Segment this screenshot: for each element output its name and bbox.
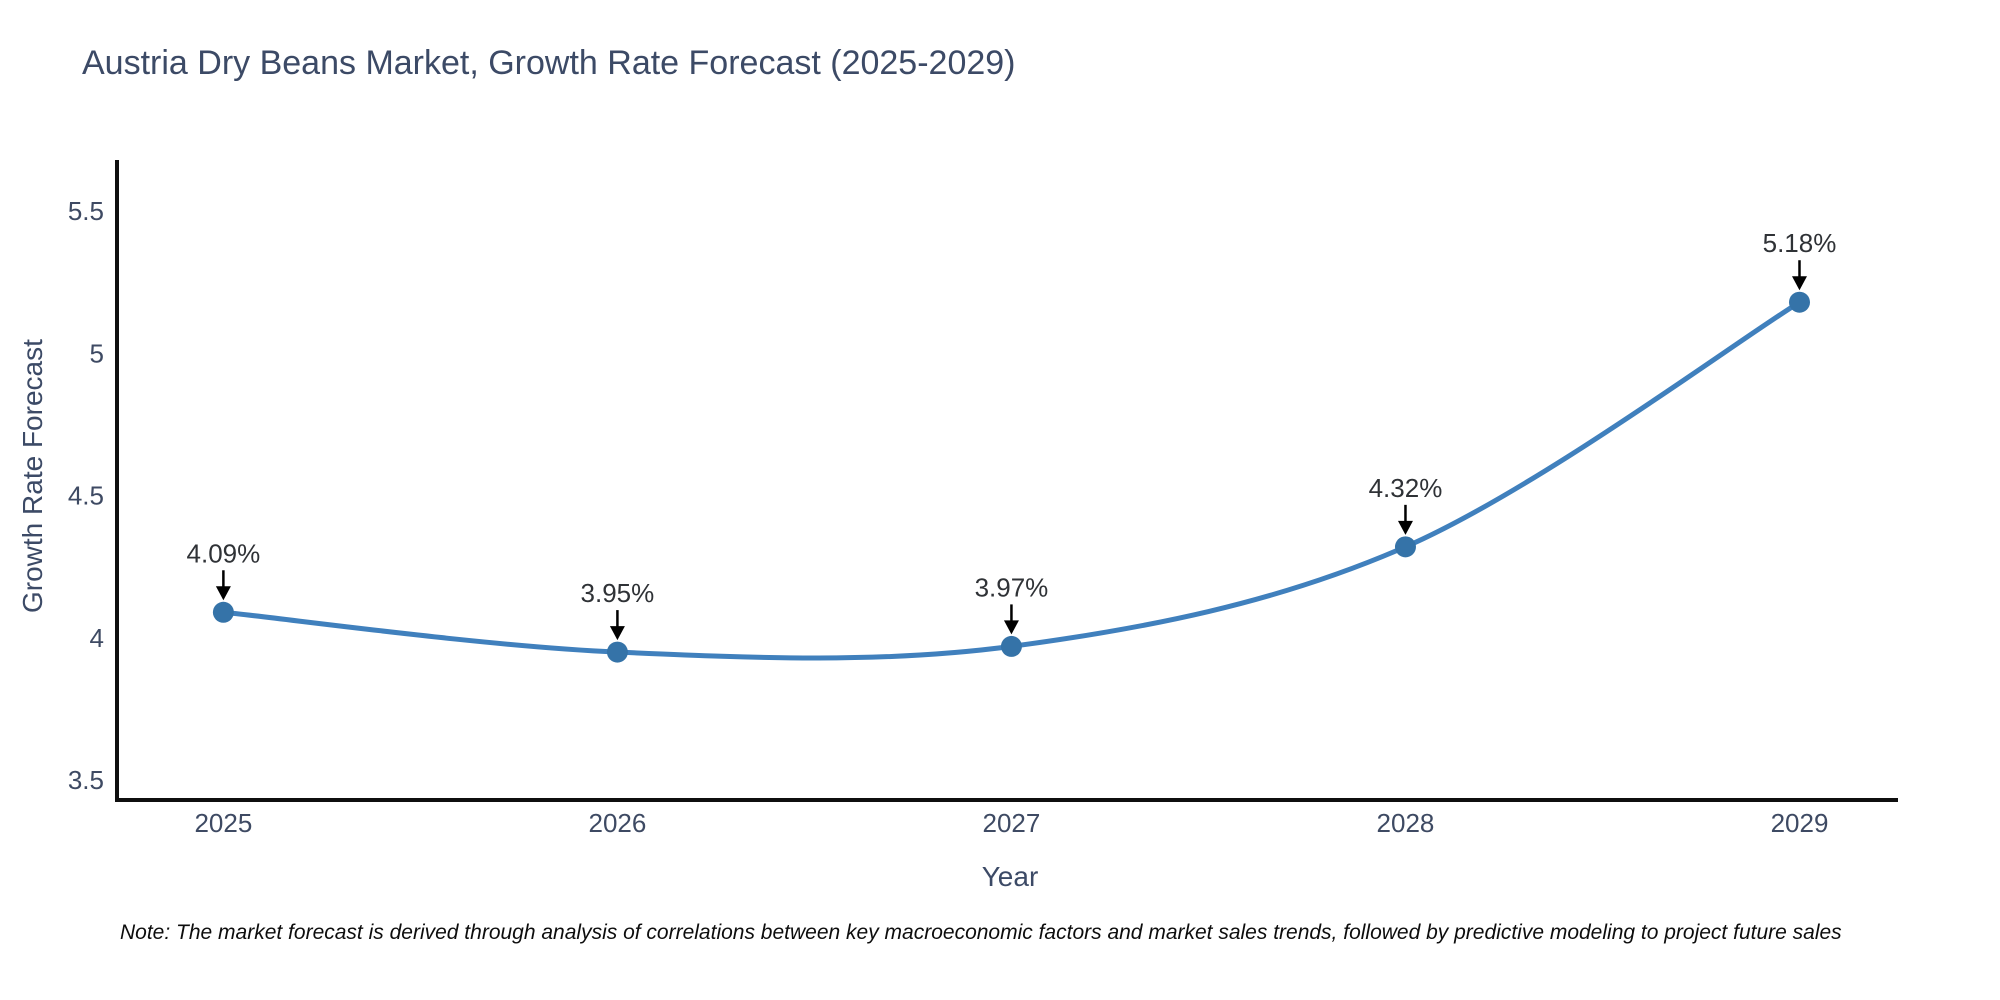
annotation-arrow-head [215,586,231,601]
data-point-marker [1000,635,1022,657]
point-value-label: 3.95% [581,578,655,608]
y-tick-label: 3.5 [68,765,104,795]
x-tick-label: 2028 [1377,808,1435,838]
y-tick-label: 4 [90,623,104,653]
footnote: Note: The market forecast is derived thr… [120,921,1842,944]
x-tick-label: 2025 [194,808,252,838]
data-point-marker [1394,536,1416,558]
annotation-arrow-head [1003,620,1019,635]
x-tick-label: 2026 [588,808,646,838]
data-point-marker [606,641,628,663]
data-point-marker [212,601,234,623]
data-point-marker [1788,291,1810,313]
annotation-arrow-head [1397,520,1413,535]
chart-title: Austria Dry Beans Market, Growth Rate Fo… [82,44,1016,82]
x-tick-label: 2029 [1771,808,1829,838]
point-value-label: 4.32% [1369,473,1443,503]
annotation-arrow-head [609,626,625,641]
x-axis-title: Year [981,861,1039,892]
x-tick-label: 2027 [983,808,1041,838]
point-value-label: 3.97% [975,572,1049,602]
point-value-label: 4.09% [187,538,261,568]
annotation-arrow-head [1791,276,1807,291]
y-tick-label: 5 [90,338,104,368]
y-tick-label: 4.5 [68,481,104,511]
y-tick-label: 5.5 [68,196,104,226]
point-value-label: 5.18% [1763,228,1837,258]
